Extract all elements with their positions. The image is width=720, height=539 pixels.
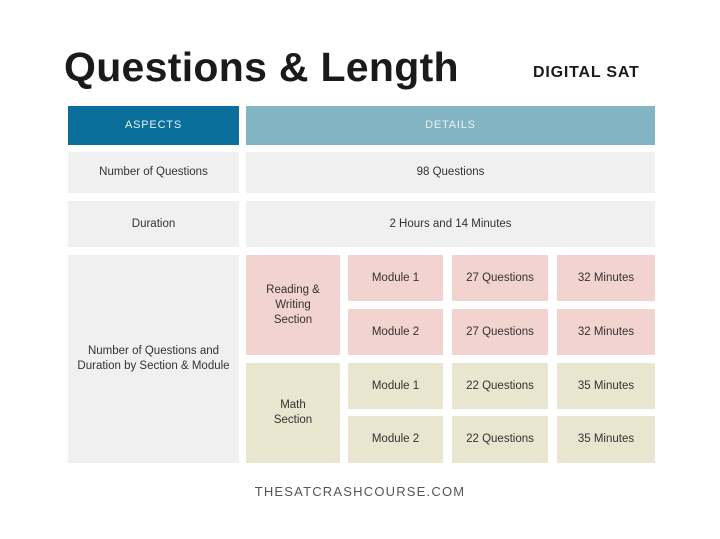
- header-details: DETAILS: [246, 106, 655, 145]
- questions-cell: 22 Questions: [452, 363, 548, 409]
- aspect-cell: Number of Questions: [68, 152, 239, 193]
- detail-cell: 98 Questions: [246, 152, 655, 193]
- minutes-cell: 32 Minutes: [557, 309, 655, 355]
- subtitle: DIGITAL SAT: [533, 64, 640, 81]
- minutes-cell: 35 Minutes: [557, 363, 655, 409]
- module-cell: Module 2: [348, 309, 443, 355]
- section-cell-reading: Reading & Writing Section: [246, 255, 340, 355]
- footer-url: THESATCRASHCOURSE.COM: [254, 484, 466, 499]
- questions-cell: 27 Questions: [452, 309, 548, 355]
- aspect-cell: Number of Questions and Duration by Sect…: [68, 255, 239, 463]
- questions-cell: 27 Questions: [452, 255, 548, 301]
- module-cell: Module 1: [348, 363, 443, 409]
- minutes-cell: 35 Minutes: [557, 416, 655, 463]
- section-cell-math: Math Section: [246, 363, 340, 463]
- questions-cell: 22 Questions: [452, 416, 548, 463]
- aspect-cell: Duration: [68, 201, 239, 247]
- header-aspects: ASPECTS: [68, 106, 239, 145]
- module-cell: Module 2: [348, 416, 443, 463]
- minutes-cell: 32 Minutes: [557, 255, 655, 301]
- detail-cell: 2 Hours and 14 Minutes: [246, 201, 655, 247]
- page-title: Questions & Length: [64, 44, 459, 90]
- module-cell: Module 1: [348, 255, 443, 301]
